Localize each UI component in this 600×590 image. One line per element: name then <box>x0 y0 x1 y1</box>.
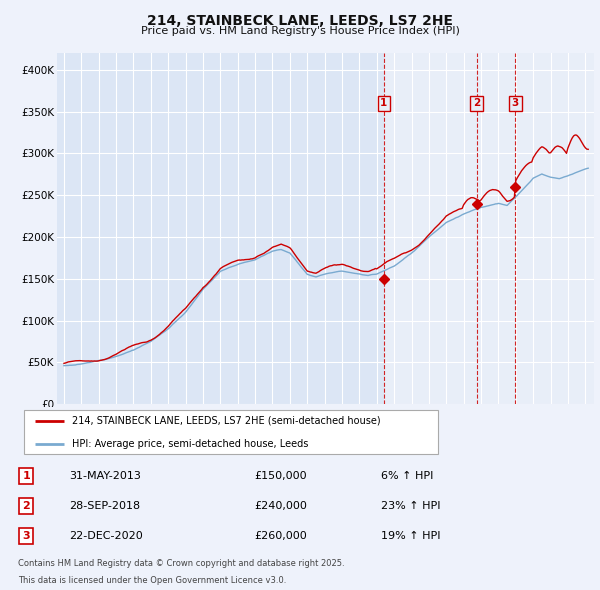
Text: 22-DEC-2020: 22-DEC-2020 <box>70 531 143 541</box>
Text: £150,000: £150,000 <box>254 471 307 481</box>
Text: 2: 2 <box>473 99 480 108</box>
Text: 3: 3 <box>512 99 519 108</box>
Bar <box>384 53 594 404</box>
Text: 1: 1 <box>23 471 30 481</box>
Text: 23% ↑ HPI: 23% ↑ HPI <box>380 501 440 511</box>
Text: This data is licensed under the Open Government Licence v3.0.: This data is licensed under the Open Gov… <box>18 576 286 585</box>
Text: 214, STAINBECK LANE, LEEDS, LS7 2HE: 214, STAINBECK LANE, LEEDS, LS7 2HE <box>147 14 453 28</box>
FancyBboxPatch shape <box>23 410 438 454</box>
Text: Contains HM Land Registry data © Crown copyright and database right 2025.: Contains HM Land Registry data © Crown c… <box>18 559 344 569</box>
Text: £260,000: £260,000 <box>254 531 307 541</box>
Text: 2: 2 <box>23 501 30 511</box>
Text: 28-SEP-2018: 28-SEP-2018 <box>70 501 141 511</box>
Text: 31-MAY-2013: 31-MAY-2013 <box>70 471 142 481</box>
Text: £240,000: £240,000 <box>254 501 307 511</box>
Text: HPI: Average price, semi-detached house, Leeds: HPI: Average price, semi-detached house,… <box>73 439 309 449</box>
Text: 19% ↑ HPI: 19% ↑ HPI <box>380 531 440 541</box>
Text: Price paid vs. HM Land Registry's House Price Index (HPI): Price paid vs. HM Land Registry's House … <box>140 26 460 36</box>
Text: 214, STAINBECK LANE, LEEDS, LS7 2HE (semi-detached house): 214, STAINBECK LANE, LEEDS, LS7 2HE (sem… <box>73 415 381 425</box>
Text: 6% ↑ HPI: 6% ↑ HPI <box>380 471 433 481</box>
Text: 1: 1 <box>380 99 388 108</box>
Text: 3: 3 <box>23 531 30 541</box>
